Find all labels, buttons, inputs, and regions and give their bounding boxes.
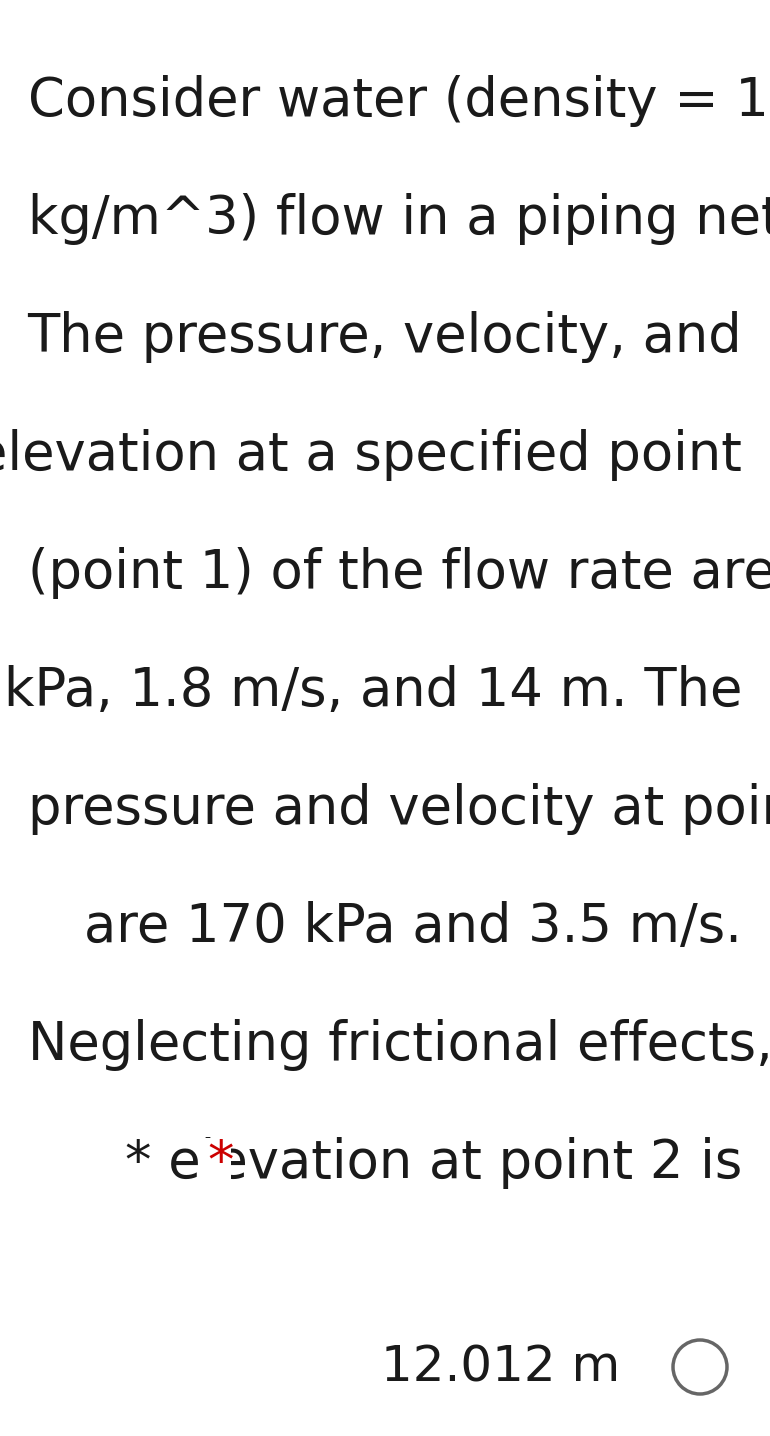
Text: Consider water (density = 1000: Consider water (density = 1000 [28,75,770,126]
Text: 12.012 m: 12.012 m [380,1343,620,1391]
Bar [205,1137,231,1188]
Text: kPa, 1.8 m/s, and 14 m. The: kPa, 1.8 m/s, and 14 m. The [4,665,742,717]
Text: The pressure, velocity, and: The pressure, velocity, and [28,312,742,363]
Text: Neglecting frictional effects, the: Neglecting frictional effects, the [28,1020,770,1071]
Text: elevation at a specified point: elevation at a specified point [0,429,742,481]
Text: * elevation at point 2 is: * elevation at point 2 is [125,1137,742,1189]
Text: (point 1) of the flow rate are 155: (point 1) of the flow rate are 155 [28,547,770,599]
Text: *: * [207,1137,234,1189]
Text: are 170 kPa and 3.5 m/s.: are 170 kPa and 3.5 m/s. [84,900,742,954]
Text: kg/m^3) flow in a piping network.: kg/m^3) flow in a piping network. [28,192,770,246]
Text: pressure and velocity at point 2: pressure and velocity at point 2 [28,783,770,834]
